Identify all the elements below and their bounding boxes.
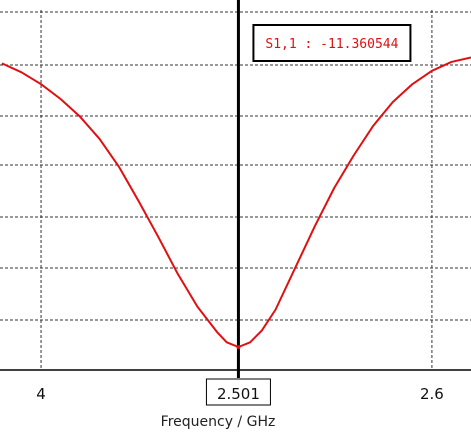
- x-axis-title: Frequency / GHz: [161, 414, 276, 430]
- marker-point: [236, 345, 241, 350]
- grid: [0, 10, 471, 370]
- marker-layer: 2.501 S1,1 : -11.360544: [205, 0, 412, 406]
- marker-x-label: 2.501: [217, 385, 260, 403]
- marker-readout-box: [252, 24, 412, 62]
- marker-readout-text: S1,1 : -11.360544: [265, 37, 398, 52]
- x-tick-label: 4: [36, 385, 46, 403]
- x-axis: 4 2.6: [0, 369, 471, 403]
- x-tick-label: 2.6: [420, 385, 444, 403]
- marker-x-box: [205, 378, 271, 406]
